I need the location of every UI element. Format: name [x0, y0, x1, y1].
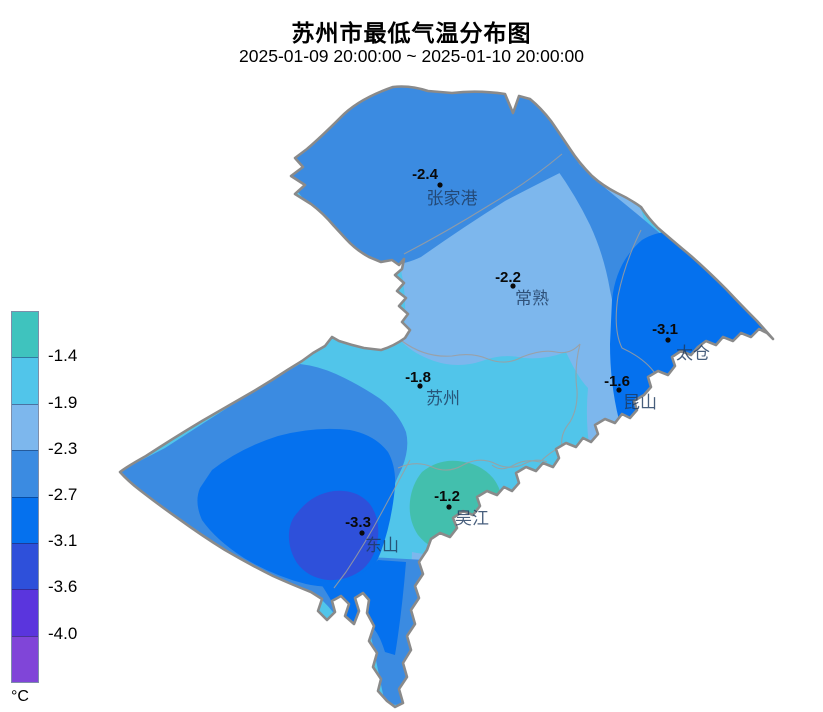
- station-value: -1.6: [604, 373, 630, 390]
- region-band-royal-dongshan: [288, 490, 379, 581]
- district-line: [397, 459, 548, 471]
- region-band-teal-wujiang: [409, 460, 503, 554]
- district-line: [403, 153, 563, 255]
- station-dot: [417, 383, 423, 389]
- legend-band-4: [12, 496, 38, 543]
- station-dongshan: -3.3 东山: [345, 514, 399, 555]
- legend-label: -4.0: [48, 624, 78, 643]
- station-dot: [510, 283, 516, 289]
- legend-label: -3.6: [48, 577, 78, 596]
- station-changshu: -2.2 常熟: [495, 269, 549, 308]
- district-line: [401, 340, 581, 363]
- legend-band-3: [12, 450, 38, 497]
- legend-label: -3.1: [48, 531, 78, 550]
- station-dot: [359, 530, 365, 536]
- legend-label: -2.3: [48, 439, 78, 458]
- date-range: 2025-01-09 20:00:00 ~ 2025-01-10 20:00:0…: [239, 46, 584, 66]
- station-dot: [665, 337, 671, 343]
- station-value: -1.2: [434, 488, 460, 505]
- legend-label: -1.9: [48, 393, 78, 412]
- station-name: 昆山: [623, 393, 657, 412]
- station-value: -1.8: [405, 369, 431, 386]
- station-dot: [437, 182, 443, 188]
- station-taicang: -3.1 太仓: [652, 321, 710, 363]
- station-dot: [446, 504, 452, 510]
- station-kunshan: -1.6 昆山: [604, 373, 657, 412]
- map-outline: [118, 85, 775, 709]
- legend-colorbar: [11, 311, 39, 683]
- station-name: 吴江: [455, 509, 489, 528]
- station-dot: [616, 387, 622, 393]
- legend-label: -2.7: [48, 485, 78, 504]
- legend-unit: °C: [11, 688, 29, 705]
- station-value: -2.2: [495, 269, 521, 286]
- legend-band-2: [12, 403, 38, 451]
- station-value: -3.3: [345, 514, 371, 531]
- station-wujiang: -1.2 吴江: [434, 488, 489, 528]
- page-title: 苏州市最低气温分布图: [291, 20, 532, 46]
- region-band-medium-north: [260, 86, 590, 265]
- legend-band-0: [12, 312, 38, 358]
- station-name: 张家港: [427, 189, 478, 208]
- legend-band-1: [12, 357, 38, 404]
- legend-label: -1.4: [48, 346, 78, 365]
- station-name: 东山: [365, 536, 399, 555]
- station-name: 苏州: [426, 389, 460, 408]
- station-name: 常熟: [515, 288, 549, 308]
- region-band-bright-taicang: [610, 232, 772, 448]
- station-name: 太仓: [676, 344, 710, 363]
- station-zhangjiagang: -2.4 张家港: [412, 166, 477, 208]
- station-suzhou: -1.8 苏州: [405, 369, 460, 408]
- station-value: -3.1: [652, 321, 678, 338]
- station-value: -2.4: [412, 166, 439, 183]
- district-line: [333, 459, 411, 589]
- legend-band-5: [12, 542, 38, 590]
- legend-band-6: [12, 589, 38, 636]
- legend-band-7: [12, 635, 38, 682]
